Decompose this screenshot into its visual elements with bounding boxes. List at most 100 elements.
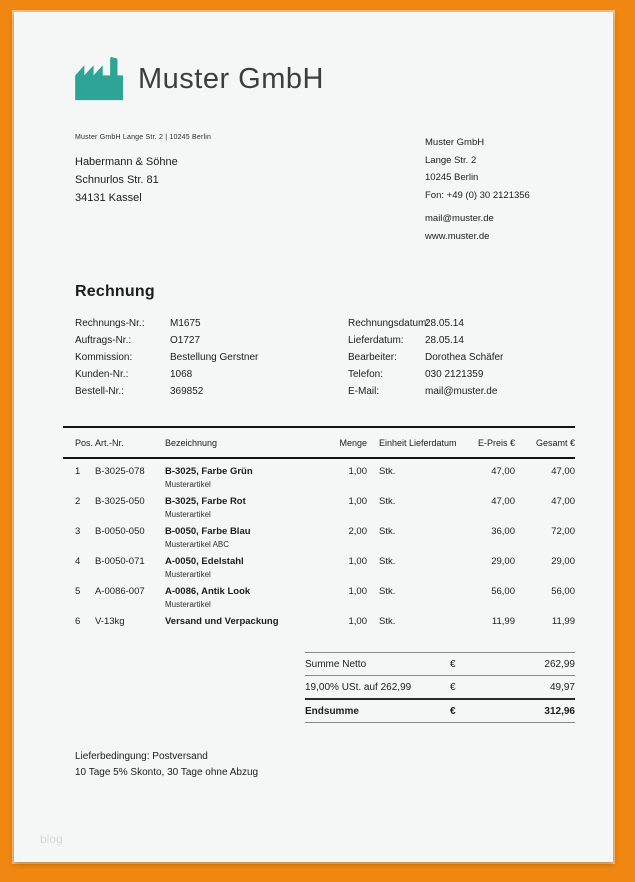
cell-gesamt: 47,00 (551, 466, 575, 477)
sender-line: Muster GmbH Lange Str. 2 | 10245 Berlin (75, 134, 212, 141)
cell-bezeichnung: B-3025, Farbe Rot Musterartikel (165, 496, 322, 519)
recipient-city: 34131 Kassel (75, 192, 142, 204)
cell-einheit: Stk. (379, 526, 396, 537)
cell-artnr: A-0086-007 (95, 586, 145, 597)
address-section: Muster GmbH Lange Str. 2 | 10245 Berlin … (63, 134, 575, 245)
cell-artnr: V-13kg (95, 616, 125, 627)
cell-gesamt: 56,00 (551, 586, 575, 597)
company-info-street: Lange Str. 2 (425, 154, 477, 166)
meta-label: Kommission: (75, 352, 133, 363)
cell-epreis: 36,00 (491, 526, 515, 537)
delivery-terms-line: Lieferbedingung: Postversand (75, 751, 208, 762)
item-name: Versand und Verpackung (165, 616, 279, 627)
cell-einheit: Stk. (379, 466, 396, 477)
invoice-meta: Rechnungs-Nr.: M1675 Auftrags-Nr.: O1727 K… (75, 315, 575, 400)
meta-value: Bestellung Gerstner (170, 352, 259, 363)
discount-terms-line: 10 Tage 5% Skonto, 30 Tage ohne Abzug (75, 766, 259, 778)
cell-artnr: B-0050-071 (95, 556, 145, 567)
cell-menge: 2,00 (348, 526, 368, 537)
cell-pos: 1 (75, 466, 81, 477)
company-logo: Muster GmbH (75, 12, 575, 102)
currency-symbol: € (450, 705, 456, 717)
cell-menge: 1,00 (348, 556, 368, 567)
recipient-name: Habermann & Söhne (75, 156, 178, 168)
meta-value: 1068 (170, 369, 193, 380)
meta-label: Auftrags-Nr.: (75, 335, 132, 346)
meta-line: Bestell-Nr.: 369852 (75, 383, 348, 400)
company-info-name: Muster GmbH (425, 137, 485, 148)
header-menge: Menge (339, 437, 367, 448)
table-row: 6 V-13kg Versand und Verpackung 1,00 Stk… (63, 609, 575, 636)
cell-einheit: Stk. (379, 616, 396, 627)
meta-value: M1675 (170, 318, 201, 329)
cell-menge: 1,00 (348, 616, 368, 627)
meta-line: Kunden-Nr.: 1068 (75, 366, 348, 383)
header-bezeichnung: Bezeichnung (165, 437, 218, 448)
meta-label: Bestell-Nr.: (75, 386, 124, 397)
table-row: 5 A-0086-007 A-0086, Antik Look Musterar… (63, 579, 575, 609)
total-value: 262,99 (544, 658, 575, 670)
meta-label: Telefon: (348, 369, 384, 380)
recipient-street: Schnurlos Str. 81 (75, 174, 159, 186)
meta-value: 030 2121359 (425, 369, 484, 380)
item-name: B-0050, Farbe Blau (165, 526, 251, 537)
table-row: 1 B-3025-078 B-3025, Farbe Grün Musterar… (63, 459, 575, 489)
cell-epreis: 47,00 (491, 466, 515, 477)
cell-gesamt: 29,00 (551, 556, 575, 567)
item-sub: Musterartikel (165, 480, 211, 489)
items-table: Pos. Art.-Nr. Bezeichnung Menge Einheit … (63, 426, 575, 636)
cell-bezeichnung: A-0086, Antik Look Musterartikel (165, 586, 322, 609)
cell-pos: 6 (75, 616, 81, 627)
totals-section: Summe Netto € 262,99 19,00% USt. auf 262… (305, 652, 575, 723)
company-info-phone: Fon: +49 (0) 30 2121356 (425, 189, 530, 201)
meta-line: Auftrags-Nr.: O1727 (75, 332, 348, 349)
header-pos: Pos. (75, 437, 94, 448)
currency-symbol: € (450, 681, 456, 693)
header-artnr: Art.-Nr. (95, 437, 124, 448)
recipient-address: Habermann & Söhne Schnurlos Str. 81 3413… (75, 153, 211, 207)
meta-right-column: Rechnungsdatum: 28.05.14 Lieferdatum: 28.0… (348, 315, 575, 400)
total-value: 312,96 (544, 705, 575, 717)
cell-bezeichnung: A-0050, Edelstahl Musterartikel (165, 556, 322, 579)
cell-einheit: Stk. (379, 556, 396, 567)
meta-label: Rechnungsdatum: (348, 318, 430, 329)
cell-artnr: B-3025-078 (95, 466, 145, 477)
total-vat-row: 19,00% USt. auf 262,99 € 49,97 (305, 675, 575, 698)
meta-line: Bearbeiter: Dorothea Schäfer (348, 349, 575, 366)
meta-value: 369852 (170, 386, 204, 397)
company-info-website: www.muster.de (425, 230, 490, 242)
cell-gesamt: 11,99 (551, 616, 575, 627)
recipient-block: Muster GmbH Lange Str. 2 | 10245 Berlin … (75, 134, 211, 245)
item-sub: Musterartikel (165, 600, 211, 609)
header-lieferdatum: Lieferdatum (409, 437, 457, 448)
company-info-block: Muster GmbH Lange Str. 2 10245 Berlin Fo… (425, 134, 575, 245)
cell-artnr: B-3025-050 (95, 496, 145, 507)
item-name: A-0050, Edelstahl (165, 556, 244, 567)
meta-label: E-Mail: (348, 386, 380, 397)
item-name: B-3025, Farbe Rot (165, 496, 246, 507)
company-info-email: mail@muster.de (425, 213, 494, 224)
cell-epreis: 11,99 (491, 616, 515, 627)
cell-menge: 1,00 (348, 496, 368, 507)
cell-pos: 2 (75, 496, 81, 507)
watermark-text: blog (40, 832, 63, 846)
currency-symbol: € (450, 658, 456, 670)
meta-line: E-Mail: mail@muster.de (348, 383, 575, 400)
header-einheit: Einheit (379, 437, 407, 448)
cell-bezeichnung: Versand und Verpackung (165, 616, 322, 627)
total-endsumme-row: Endsumme € 312,96 (305, 698, 575, 723)
cell-bezeichnung: B-0050, Farbe Blau Musterartikel ABC (165, 526, 322, 549)
item-sub: Musterartikel (165, 570, 211, 579)
item-sub: Musterartikel (165, 510, 211, 519)
meta-label: Kunden-Nr.: (75, 369, 129, 380)
meta-line: Rechnungsdatum: 28.05.14 (348, 315, 575, 332)
company-name: Muster GmbH (138, 62, 324, 95)
cell-pos: 3 (75, 526, 81, 537)
meta-value: 28.05.14 (425, 335, 464, 346)
cell-einheit: Stk. (379, 586, 396, 597)
meta-label: Lieferdatum: (348, 335, 404, 346)
cell-menge: 1,00 (348, 466, 368, 477)
cell-pos: 4 (75, 556, 81, 567)
invoice-page: Muster GmbH Muster GmbH Lange Str. 2 | 1… (14, 12, 613, 862)
total-netto-row: Summe Netto € 262,99 (305, 652, 575, 675)
